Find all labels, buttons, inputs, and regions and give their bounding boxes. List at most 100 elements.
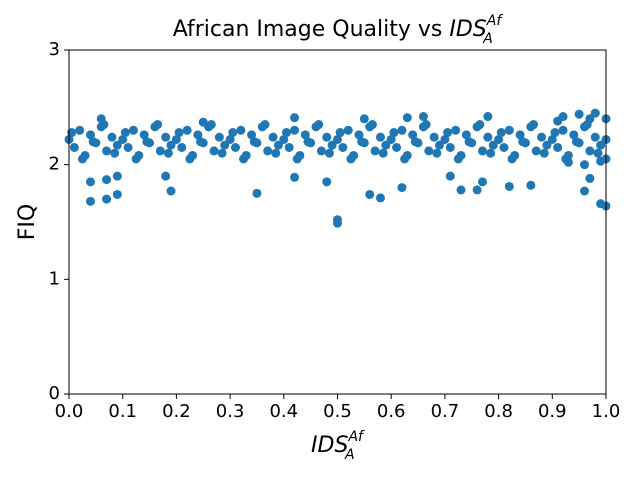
point — [397, 125, 407, 135]
point — [322, 132, 332, 142]
point — [314, 120, 324, 130]
x-tick-label: 0.7 — [431, 401, 460, 422]
point — [547, 134, 557, 144]
point — [102, 175, 112, 185]
point — [580, 160, 590, 170]
point — [123, 142, 133, 152]
point — [214, 132, 224, 142]
point — [574, 109, 584, 119]
y-tick-label: 3 — [49, 39, 60, 60]
point — [284, 142, 294, 152]
point — [402, 113, 412, 123]
x-tick-label: 0.4 — [269, 401, 298, 422]
point — [496, 128, 506, 138]
point — [418, 112, 428, 122]
title-text: African Image Quality vs — [173, 17, 443, 42]
point — [161, 132, 171, 142]
point — [539, 148, 549, 158]
point — [139, 130, 149, 140]
point — [343, 125, 353, 135]
point — [367, 120, 377, 130]
point — [435, 140, 445, 150]
point — [279, 134, 289, 144]
point — [507, 154, 517, 164]
point — [316, 146, 326, 156]
xlabel-sup: Af — [347, 429, 365, 445]
x-tick-label: 0.2 — [162, 401, 191, 422]
point — [290, 125, 300, 135]
x-tick-label: 0.1 — [108, 401, 137, 422]
point — [85, 196, 95, 206]
point — [110, 148, 120, 158]
point — [153, 120, 163, 130]
point — [571, 137, 581, 147]
point — [526, 180, 536, 190]
point — [196, 137, 206, 147]
x-tick-label: 0.6 — [377, 401, 406, 422]
point — [375, 193, 385, 203]
point — [252, 188, 262, 198]
point — [370, 146, 380, 156]
point — [112, 171, 122, 181]
xlabel-math: IDS — [311, 433, 348, 458]
point — [166, 140, 176, 150]
point — [488, 140, 498, 150]
point — [333, 218, 342, 228]
point — [161, 171, 171, 181]
point — [271, 148, 281, 158]
point — [569, 130, 579, 140]
x-tick-label: 0.9 — [538, 401, 567, 422]
point — [499, 142, 509, 152]
title-sup: Af — [486, 13, 504, 29]
point — [77, 154, 87, 164]
point — [429, 132, 439, 142]
point — [515, 130, 525, 140]
point — [166, 186, 176, 196]
point — [155, 146, 165, 156]
point — [260, 120, 270, 130]
point — [550, 128, 560, 138]
point — [553, 116, 563, 126]
x-tick-label: 0.3 — [216, 401, 245, 422]
point — [432, 148, 442, 158]
point — [593, 148, 603, 158]
point — [563, 157, 573, 167]
x-axis-label: IDSAf A — [311, 429, 365, 463]
point — [354, 130, 364, 140]
point — [290, 113, 300, 123]
point — [198, 117, 208, 127]
point — [225, 134, 235, 144]
point — [504, 181, 514, 191]
point — [112, 140, 122, 150]
point — [333, 134, 342, 144]
point — [381, 140, 391, 150]
point — [585, 146, 595, 156]
point — [217, 148, 227, 158]
y-tick-label: 2 — [49, 154, 60, 175]
title-math: IDS — [449, 17, 486, 42]
point — [228, 128, 238, 138]
point — [365, 189, 375, 199]
point — [247, 130, 257, 140]
point — [357, 137, 367, 147]
point — [303, 137, 313, 147]
point — [451, 125, 461, 135]
point — [486, 148, 496, 158]
point — [177, 142, 187, 152]
point — [220, 140, 230, 150]
chart-title: African Image Quality vs IDSAf A — [173, 13, 504, 47]
point — [542, 140, 552, 150]
point — [590, 132, 600, 142]
point — [102, 146, 112, 156]
point — [230, 142, 240, 152]
point — [494, 134, 504, 144]
point — [85, 177, 95, 187]
point — [472, 185, 482, 195]
point — [85, 130, 95, 140]
point — [239, 154, 249, 164]
point — [585, 173, 595, 183]
point — [375, 132, 385, 142]
point — [171, 134, 181, 144]
point — [128, 125, 138, 135]
point — [389, 128, 399, 138]
